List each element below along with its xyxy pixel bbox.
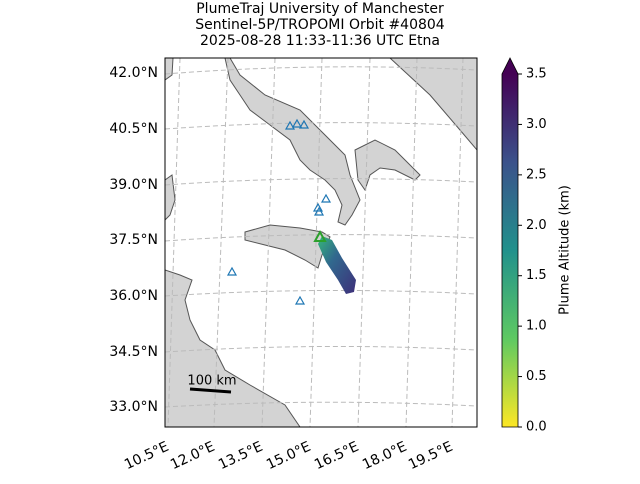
lon-label: 15.0°E — [264, 439, 313, 473]
lat-label: 36.0°N — [109, 288, 158, 304]
lat-label: 42.0°N — [109, 65, 158, 81]
plume — [318, 236, 356, 294]
colorbar: Plume Altitude (km) — [501, 57, 573, 428]
lon-label: 16.5°E — [312, 439, 361, 473]
lon-label: 10.5°E — [122, 439, 171, 473]
lon-label: 18.0°E — [360, 439, 409, 473]
etna — [313, 229, 327, 242]
colorbar-tick-label: 0.5 — [526, 369, 547, 384]
colorbar-tick-label: 3.5 — [526, 67, 547, 82]
lon-label: 13.5°E — [216, 439, 265, 473]
scale-label: 100 km — [187, 374, 236, 389]
map: 100 km — [164, 57, 478, 428]
lat-label: 39.0°N — [109, 177, 158, 193]
graticule — [165, 58, 477, 427]
colorbar-tick-label: 2.0 — [526, 218, 547, 233]
title-line: PlumeTraj University of Manchester — [196, 1, 444, 17]
lon-label: 19.5°E — [406, 439, 455, 473]
colorbar-label: Plume Altitude (km) — [558, 185, 573, 315]
title-line: 2025-08-28 11:33-11:36 UTC Etna — [200, 33, 440, 49]
colorbar-extend — [502, 58, 518, 74]
volcanoes — [226, 118, 332, 305]
colorbar-tick-label: 1.5 — [526, 268, 547, 283]
lat-label: 33.0°N — [109, 399, 158, 415]
colorbar-tick-label: 0.0 — [526, 420, 547, 435]
scale-bar — [189, 387, 232, 394]
colorbar-tick-label: 1.0 — [526, 319, 547, 334]
colorbar-tick-label: 3.0 — [526, 117, 547, 132]
colorbar-fill — [502, 74, 518, 427]
land — [165, 58, 477, 427]
colorbar-tick-label: 2.5 — [526, 167, 547, 182]
lat-label: 37.5°N — [109, 232, 158, 248]
lon-label: 12.0°E — [168, 439, 217, 473]
title-line: Sentinel-5P/TROPOMI Orbit #40804 — [195, 17, 445, 33]
lat-label: 40.5°N — [109, 121, 158, 137]
colorbar-frame — [501, 57, 519, 428]
lat-label: 34.5°N — [109, 344, 158, 360]
map-frame — [164, 57, 478, 428]
